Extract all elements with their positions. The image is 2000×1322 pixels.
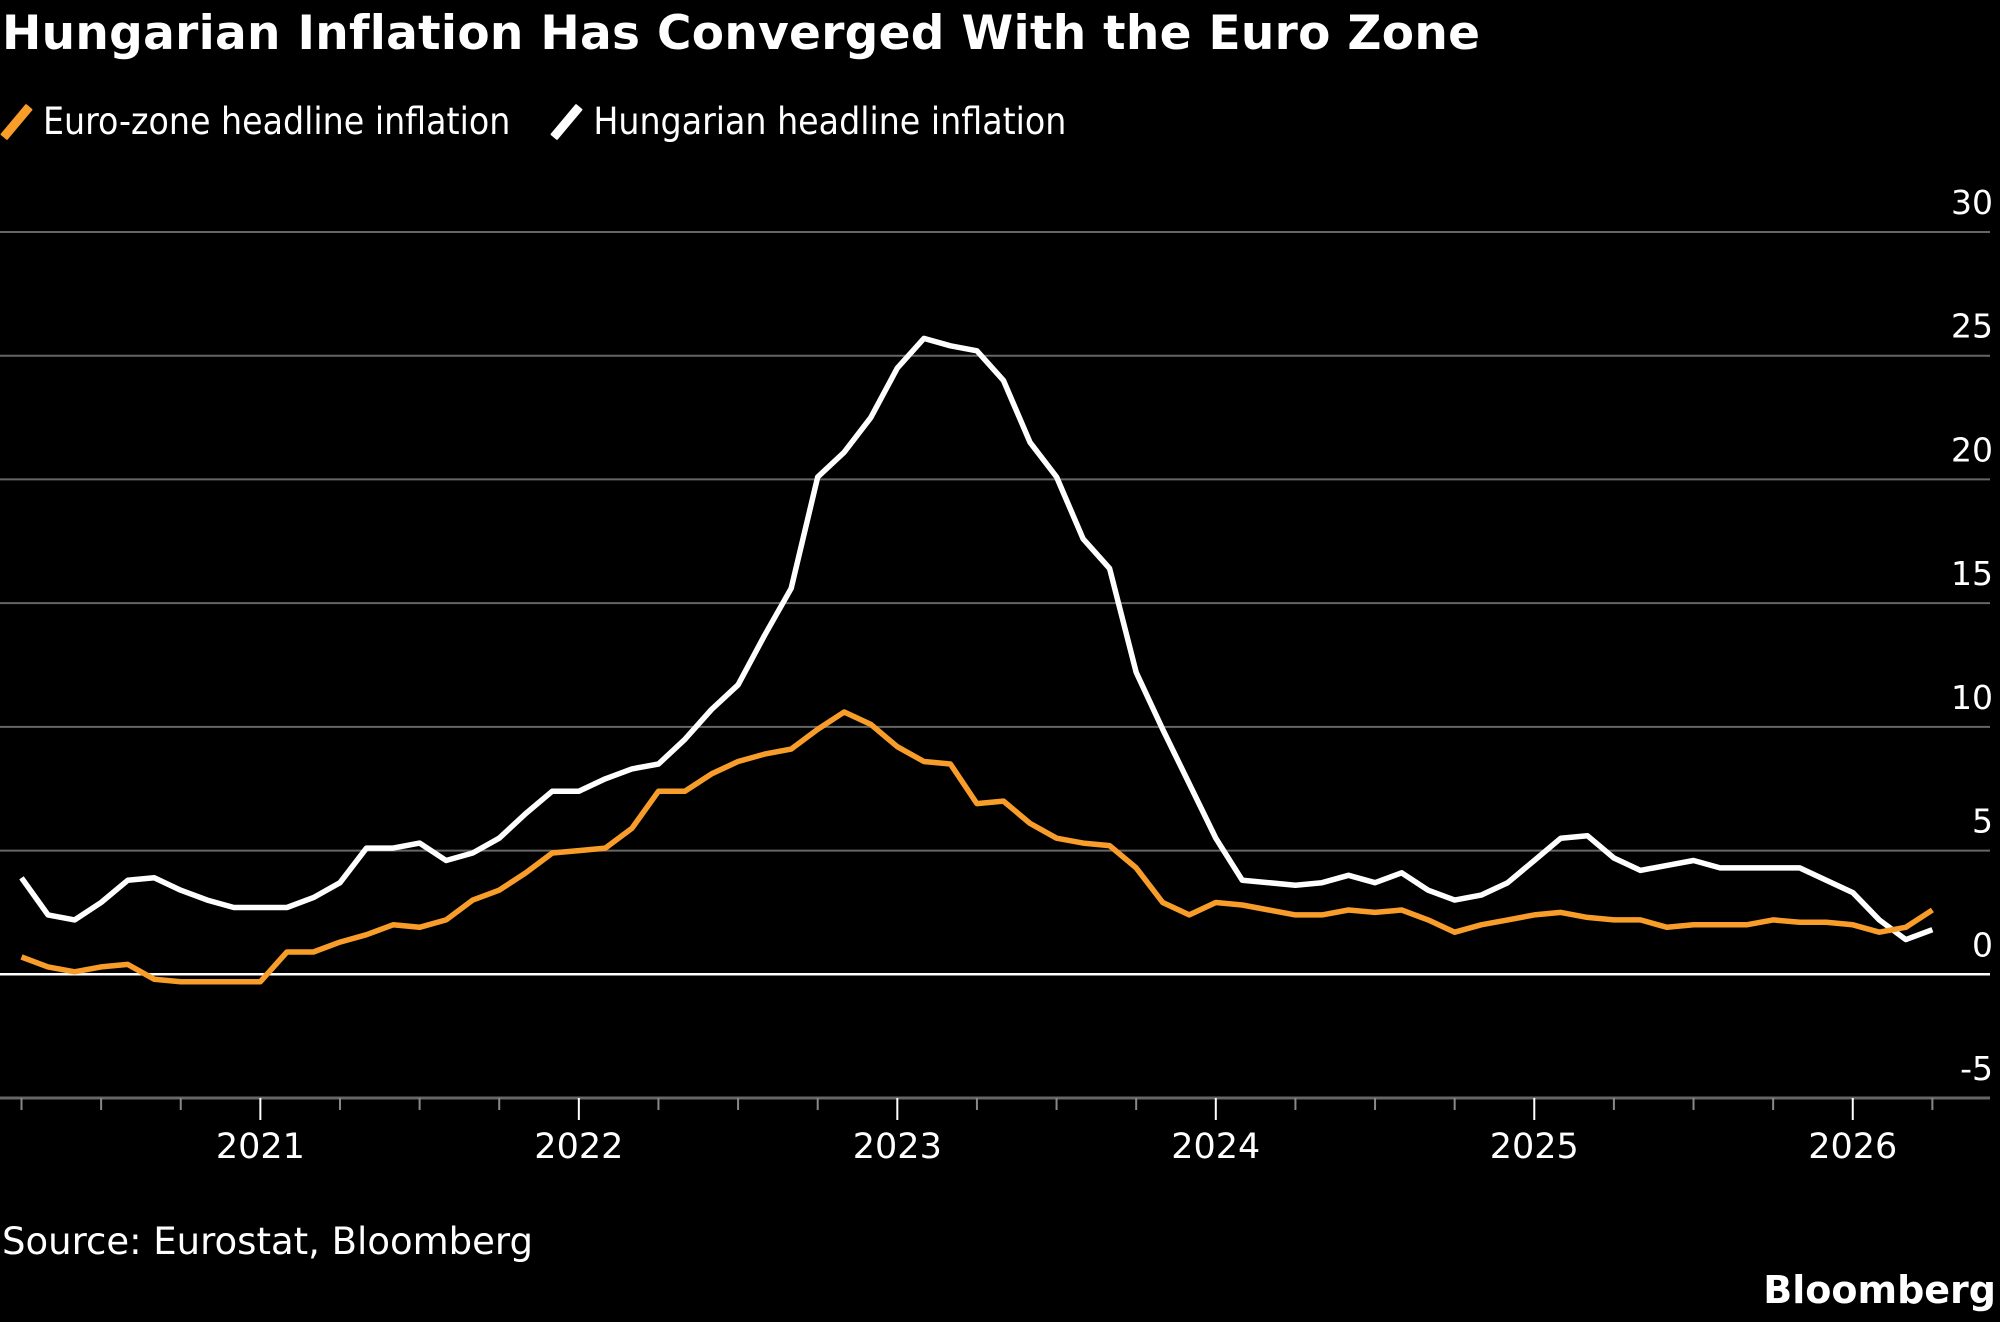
series-line-euro-zone [20,709,1934,985]
x-tick-label: 2025 [1490,1127,1579,1167]
series-line-hungary [19,335,1934,943]
y-tick-label: -5 [1960,1049,1993,1088]
x-tick-label: 2024 [1171,1127,1260,1167]
y-tick-label: 15 [1951,554,1993,593]
x-axis: 2021 2022 2023 2024 2025 2026 [20,1098,1934,1167]
y-axis-labels: 30 25 20 15 10 5 0 -5 [1951,183,1993,1088]
bloomberg-logo: Bloomberg [1763,1268,1996,1312]
legend-label-euro-zone: Euro-zone headline inflation [43,100,511,143]
y-tick-label: 10 [1951,678,1993,717]
legend-item-hungary: Hungarian headline inflation [550,100,1067,143]
x-tick-label: 2021 [216,1127,305,1167]
legend: Euro-zone headline inflation Hungarian h… [0,100,1110,143]
chart-title: Hungarian Inflation Has Converged With t… [2,6,1481,61]
y-tick-label: 5 [1972,802,1993,841]
x-tick-label: 2022 [534,1127,623,1167]
legend-item-euro-zone: Euro-zone headline inflation [0,100,511,143]
source-note: Source: Eurostat, Bloomberg [2,1220,533,1263]
x-tick-label: 2026 [1808,1127,1897,1167]
y-tick-label: 30 [1951,183,1993,222]
gridlines [0,231,1990,1100]
series-lines [19,335,1934,985]
legend-label-hungary: Hungarian headline inflation [593,100,1067,143]
y-tick-label: 20 [1951,430,1993,469]
y-tick-label: 25 [1951,307,1993,346]
x-tick-label: 2023 [853,1127,942,1167]
y-tick-label: 0 [1972,925,1993,964]
